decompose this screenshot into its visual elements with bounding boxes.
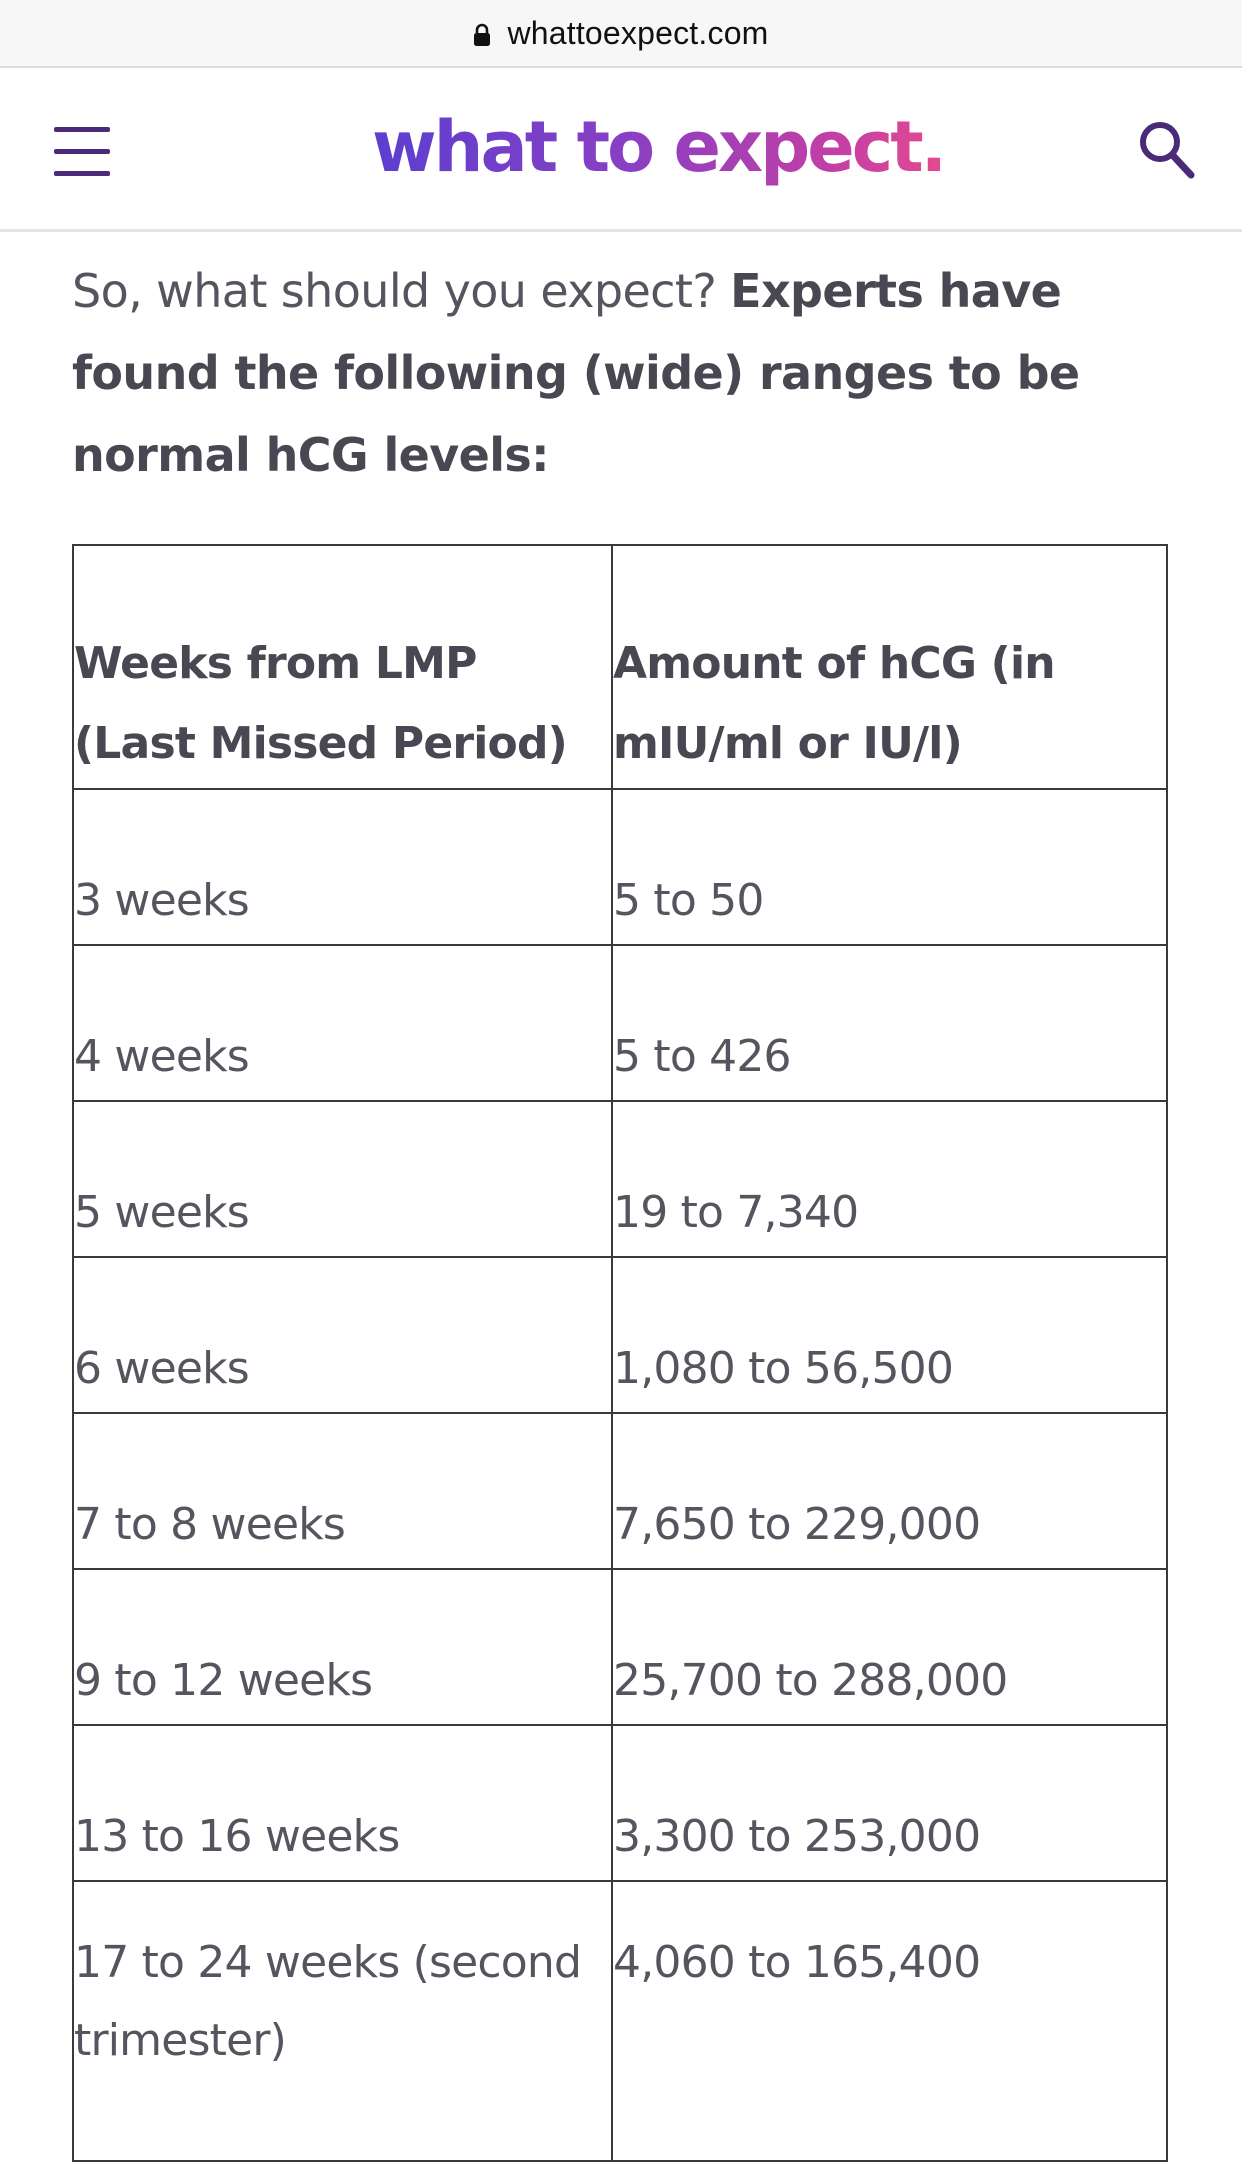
- hcg-levels-table: Weeks from LMP (Last Missed Period) Amou…: [72, 544, 1168, 2162]
- table-cell-weeks: 7 to 8 weeks: [72, 1412, 613, 1570]
- table-header-weeks: Weeks from LMP (Last Missed Period): [72, 544, 613, 790]
- table-cell-hcg: 7,650 to 229,000: [611, 1412, 1168, 1570]
- table-cell-hcg: 4,060 to 165,400: [611, 1880, 1168, 2162]
- table-row: 6 weeks 1,080 to 56,500: [72, 1256, 1168, 1414]
- search-icon[interactable]: [1136, 118, 1196, 182]
- table-header-hcg-amount: Amount of hCG (in mIU/ml or IU/l): [611, 544, 1168, 790]
- table-cell-hcg: 5 to 50: [611, 788, 1168, 946]
- browser-url-bar[interactable]: whattoexpect.com: [0, 0, 1242, 68]
- site-header: what to expect.: [0, 68, 1242, 232]
- table-cell-hcg: 3,300 to 253,000: [611, 1724, 1168, 1882]
- table-row: 13 to 16 weeks 3,300 to 253,000: [72, 1724, 1168, 1882]
- intro-paragraph: So, what should you expect? Experts have…: [72, 250, 1172, 496]
- table-cell-hcg: 19 to 7,340: [611, 1100, 1168, 1258]
- site-logo[interactable]: what to expect.: [372, 106, 947, 188]
- table-row: 4 weeks 5 to 426: [72, 944, 1168, 1102]
- table-cell-hcg: 1,080 to 56,500: [611, 1256, 1168, 1414]
- table-cell-weeks: 4 weeks: [72, 944, 613, 1102]
- hamburger-menu-icon[interactable]: [54, 127, 110, 177]
- url-text[interactable]: whattoexpect.com: [507, 14, 769, 51]
- table-row: 7 to 8 weeks 7,650 to 229,000: [72, 1412, 1168, 1570]
- table-cell-weeks: 17 to 24 weeks (second trimester): [72, 1880, 613, 2162]
- table-header-row: Weeks from LMP (Last Missed Period) Amou…: [72, 544, 1168, 790]
- intro-plain-text: So, what should you expect?: [72, 264, 731, 318]
- table-cell-weeks: 13 to 16 weeks: [72, 1724, 613, 1882]
- table-row: 9 to 12 weeks 25,700 to 288,000: [72, 1568, 1168, 1726]
- intro-bold-text: Experts have found the following (wide) …: [72, 264, 1080, 482]
- article-content: So, what should you expect? Experts have…: [72, 250, 1172, 2162]
- lock-icon: [473, 23, 491, 47]
- table-cell-weeks: 9 to 12 weeks: [72, 1568, 613, 1726]
- table-cell-weeks: 5 weeks: [72, 1100, 613, 1258]
- table-cell-hcg: 25,700 to 288,000: [611, 1568, 1168, 1726]
- table-row: 17 to 24 weeks (second trimester) 4,060 …: [72, 1880, 1168, 2162]
- table-cell-weeks: 3 weeks: [72, 788, 613, 946]
- table-cell-weeks: 6 weeks: [72, 1256, 613, 1414]
- table-row: 3 weeks 5 to 50: [72, 788, 1168, 946]
- table-cell-hcg: 5 to 426: [611, 944, 1168, 1102]
- table-row: 5 weeks 19 to 7,340: [72, 1100, 1168, 1258]
